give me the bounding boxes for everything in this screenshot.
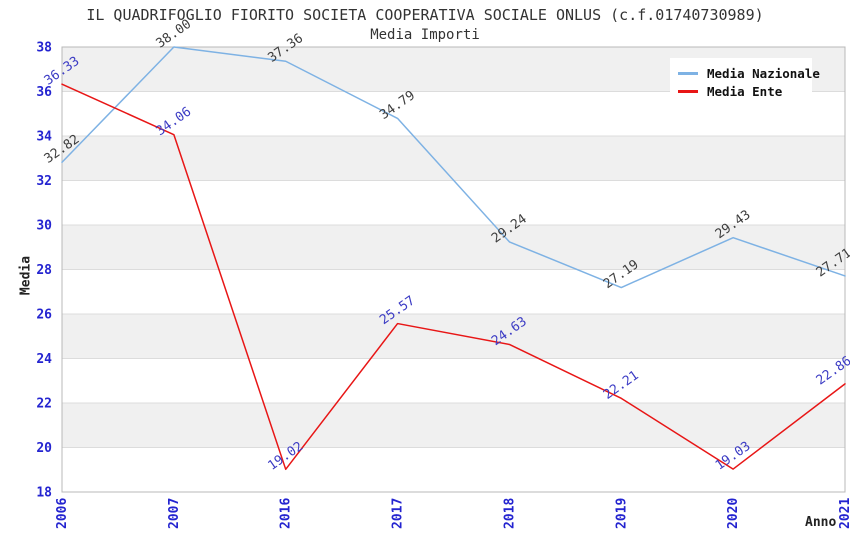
legend: Media Nazionale Media Ente (670, 58, 820, 106)
grid-band (62, 225, 845, 270)
y-tick-label: 30 (36, 219, 52, 234)
grid-band (62, 314, 845, 359)
x-tick-label: 2018 (502, 498, 517, 529)
x-tick-label: 2006 (55, 498, 70, 529)
y-axis-title: Media (18, 255, 34, 296)
y-tick-label: 26 (36, 308, 52, 323)
legend-label: Media Nazionale (707, 65, 820, 81)
legend-item: Media Ente (678, 82, 804, 100)
x-tick-label: 2020 (726, 498, 741, 529)
chart-subtitle: Media Importi (370, 27, 480, 43)
legend-label: Media Ente (707, 83, 783, 99)
series-line (61, 46, 846, 289)
y-tick-label: 36 (36, 85, 52, 100)
y-tick-label: 38 (36, 41, 52, 56)
x-tick-label: 2019 (614, 498, 629, 529)
x-axis-title: Anno (805, 515, 837, 530)
x-tick-label: 2016 (279, 498, 294, 529)
y-tick-label: 34 (36, 130, 52, 145)
x-tick-label: 2007 (167, 498, 182, 529)
legend-item: Media Nazionale (678, 64, 820, 82)
x-tick-label: 2017 (391, 498, 406, 529)
legend-line-swatch (678, 89, 698, 93)
legend-line-swatch (678, 71, 698, 75)
series-line (61, 83, 846, 471)
x-tick-label: 2021 (838, 498, 850, 529)
grid-band (62, 403, 845, 448)
y-tick-label: 24 (36, 352, 52, 367)
grid-band (62, 136, 845, 181)
y-tick-label: 28 (36, 263, 52, 278)
y-tick-label: 20 (36, 441, 52, 456)
y-tick-label: 32 (36, 174, 52, 189)
y-tick-label: 18 (36, 486, 52, 501)
y-tick-label: 22 (36, 397, 52, 412)
plot-frame (61, 46, 846, 493)
chart-title: IL QUADRIFOGLIO FIORITO SOCIETA COOPERAT… (86, 6, 764, 24)
